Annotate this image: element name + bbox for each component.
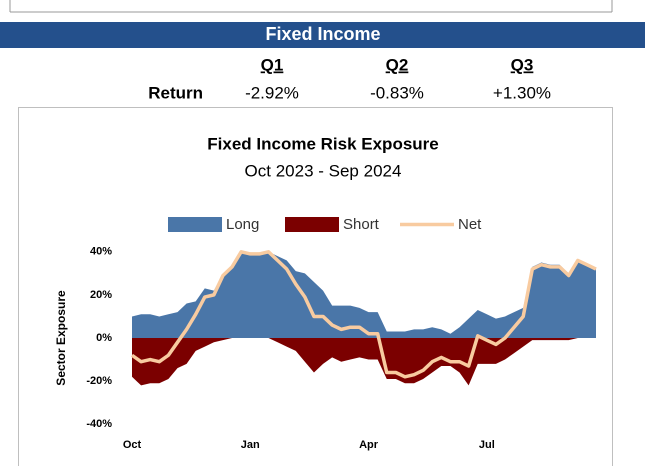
x-tick-label: Apr [359,439,379,451]
y-tick-label: -20% [86,375,112,387]
legend-label: Short [343,216,380,233]
column-header: Q2 [386,55,409,74]
return-value: -2.92% [245,83,299,102]
x-tick-label: Jul [479,439,495,451]
header-bar [0,22,645,48]
legend-label: Net [458,216,482,233]
chart-frame [18,107,613,466]
y-tick-label: 0% [96,332,112,344]
x-tick-label: Jan [241,439,260,451]
y-tick-label: -40% [86,418,112,430]
line [130,250,597,379]
header-title: Fixed Income [265,24,380,44]
legend-label: Long [226,216,259,233]
area [132,251,596,338]
y-axis-title: Sector Exposure [54,290,68,386]
column-header: Q3 [511,55,534,74]
y-tick-label: 40% [90,246,112,258]
y-tick-label: 20% [90,289,112,301]
chart-subtitle: Oct 2023 - Sep 2024 [245,161,402,180]
return-value: +1.30% [493,83,551,102]
row-label: Return [148,83,203,102]
area [132,338,596,386]
chart-title: Fixed Income Risk Exposure [207,134,438,153]
return-value: -0.83% [370,83,424,102]
legend-swatch [285,217,339,232]
legend-swatch [168,217,222,232]
x-tick-label: Oct [123,439,142,451]
column-header: Q1 [261,55,284,74]
